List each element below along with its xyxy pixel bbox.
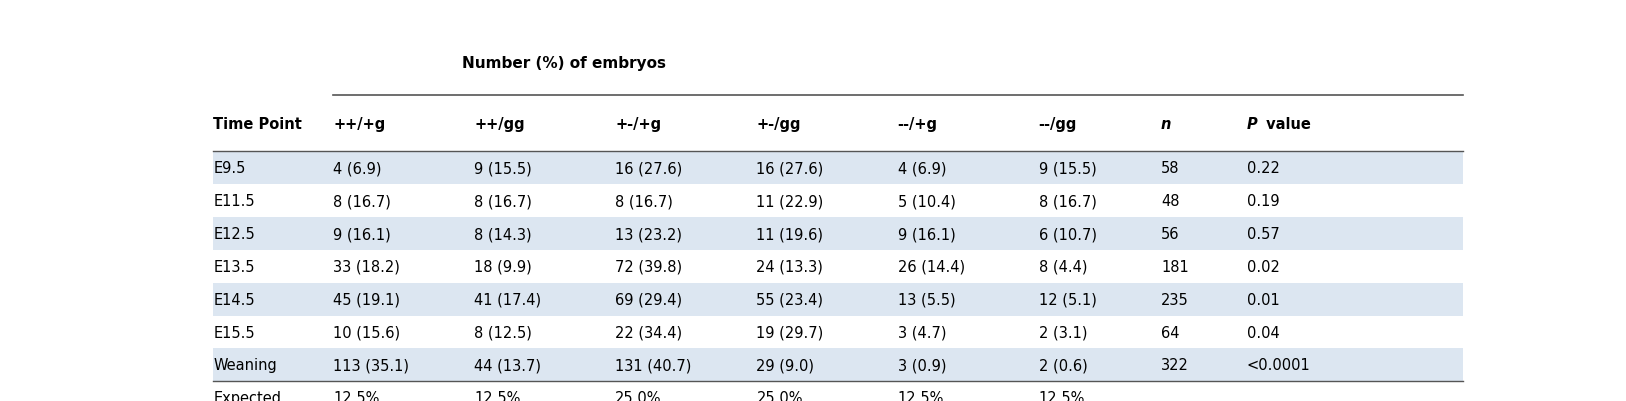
Text: 8 (16.7): 8 (16.7) [333, 194, 390, 209]
Bar [213, 152, 1463, 185]
Text: 0.57: 0.57 [1247, 227, 1280, 241]
Text: 4 (6.9): 4 (6.9) [333, 161, 382, 176]
Text: 9 (16.1): 9 (16.1) [333, 227, 390, 241]
Text: 0.01: 0.01 [1247, 292, 1280, 307]
Text: 26 (14.4): 26 (14.4) [898, 259, 964, 274]
Text: 4 (6.9): 4 (6.9) [898, 161, 946, 176]
Text: 72 (39.8): 72 (39.8) [615, 259, 683, 274]
Text: n: n [1161, 116, 1171, 131]
Text: 10 (15.6): 10 (15.6) [333, 325, 400, 340]
Bar [213, 218, 1463, 250]
Text: 12.5%: 12.5% [898, 390, 945, 401]
Text: 8 (4.4): 8 (4.4) [1039, 259, 1088, 274]
Text: 3 (0.9): 3 (0.9) [898, 357, 946, 373]
Text: 8 (12.5): 8 (12.5) [475, 325, 532, 340]
Text: 58: 58 [1161, 161, 1179, 176]
Text: value: value [1260, 116, 1311, 131]
Text: 12.5%: 12.5% [333, 390, 379, 401]
Text: 12.5%: 12.5% [1039, 390, 1085, 401]
Text: 16 (27.6): 16 (27.6) [756, 161, 824, 176]
Text: 2 (3.1): 2 (3.1) [1039, 325, 1088, 340]
Text: 5 (10.4): 5 (10.4) [898, 194, 956, 209]
Text: 45 (19.1): 45 (19.1) [333, 292, 400, 307]
Text: 13 (23.2): 13 (23.2) [615, 227, 683, 241]
Text: 11 (22.9): 11 (22.9) [756, 194, 824, 209]
Text: Number (%) of embryos: Number (%) of embryos [462, 56, 665, 71]
Text: 9 (15.5): 9 (15.5) [1039, 161, 1096, 176]
Text: 6 (10.7): 6 (10.7) [1039, 227, 1096, 241]
Text: 48: 48 [1161, 194, 1179, 209]
Text: 56: 56 [1161, 227, 1179, 241]
Text: 18 (9.9): 18 (9.9) [475, 259, 532, 274]
Text: E15.5: E15.5 [213, 325, 255, 340]
Text: E9.5: E9.5 [213, 161, 246, 176]
Text: E11.5: E11.5 [213, 194, 255, 209]
Text: 113 (35.1): 113 (35.1) [333, 357, 410, 373]
Text: 322: 322 [1161, 357, 1189, 373]
Text: 44 (13.7): 44 (13.7) [475, 357, 541, 373]
Text: --/+g: --/+g [898, 116, 938, 131]
Text: 3 (4.7): 3 (4.7) [898, 325, 946, 340]
Text: 0.04: 0.04 [1247, 325, 1280, 340]
Text: 41 (17.4): 41 (17.4) [475, 292, 541, 307]
Text: 12 (5.1): 12 (5.1) [1039, 292, 1096, 307]
Text: 0.02: 0.02 [1247, 259, 1280, 274]
Text: E13.5: E13.5 [213, 259, 255, 274]
Text: 2 (0.6): 2 (0.6) [1039, 357, 1088, 373]
Text: Time Point: Time Point [213, 116, 302, 131]
Text: <0.0001: <0.0001 [1247, 357, 1311, 373]
Text: 25.0%: 25.0% [615, 390, 662, 401]
Text: 64: 64 [1161, 325, 1179, 340]
Text: 29 (9.0): 29 (9.0) [756, 357, 815, 373]
Text: 22 (34.4): 22 (34.4) [615, 325, 683, 340]
Text: 25.0%: 25.0% [756, 390, 803, 401]
Text: Expected: Expected [213, 390, 281, 401]
Text: 9 (16.1): 9 (16.1) [898, 227, 956, 241]
Text: 181: 181 [1161, 259, 1189, 274]
Text: 235: 235 [1161, 292, 1189, 307]
Text: 8 (16.7): 8 (16.7) [475, 194, 532, 209]
Text: 55 (23.4): 55 (23.4) [756, 292, 823, 307]
Text: ++/gg: ++/gg [475, 116, 525, 131]
Text: 9 (15.5): 9 (15.5) [475, 161, 532, 176]
Bar [213, 348, 1463, 381]
Text: +-/+g: +-/+g [615, 116, 662, 131]
Text: 11 (19.6): 11 (19.6) [756, 227, 823, 241]
Text: 0.22: 0.22 [1247, 161, 1280, 176]
Text: E12.5: E12.5 [213, 227, 255, 241]
Text: 24 (13.3): 24 (13.3) [756, 259, 823, 274]
Bar [213, 283, 1463, 316]
Text: +-/gg: +-/gg [756, 116, 802, 131]
Text: ++/+g: ++/+g [333, 116, 385, 131]
Text: P: P [1247, 116, 1257, 131]
Text: E14.5: E14.5 [213, 292, 255, 307]
Text: 69 (29.4): 69 (29.4) [615, 292, 683, 307]
Text: --/gg: --/gg [1039, 116, 1076, 131]
Text: 12.5%: 12.5% [475, 390, 520, 401]
Text: 0.19: 0.19 [1247, 194, 1280, 209]
Text: 13 (5.5): 13 (5.5) [898, 292, 954, 307]
Text: 8 (16.7): 8 (16.7) [1039, 194, 1096, 209]
Text: 19 (29.7): 19 (29.7) [756, 325, 824, 340]
Text: 16 (27.6): 16 (27.6) [615, 161, 683, 176]
Text: 8 (16.7): 8 (16.7) [615, 194, 673, 209]
Text: Weaning: Weaning [213, 357, 276, 373]
Text: 33 (18.2): 33 (18.2) [333, 259, 400, 274]
Text: 131 (40.7): 131 (40.7) [615, 357, 691, 373]
Text: 8 (14.3): 8 (14.3) [475, 227, 532, 241]
